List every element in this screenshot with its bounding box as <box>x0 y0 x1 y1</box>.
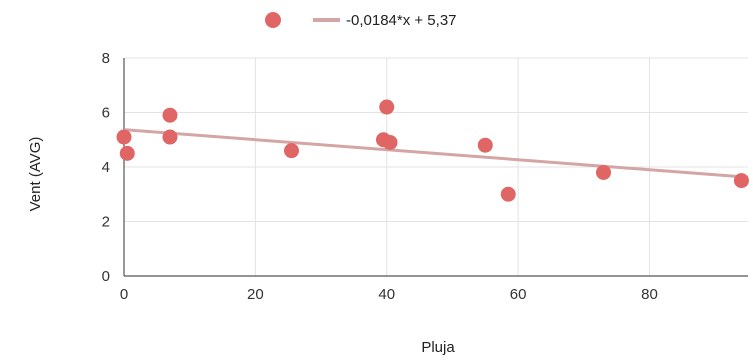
x-axis-title: Pluja <box>421 339 455 356</box>
data-point[interactable] <box>379 99 395 115</box>
trendline-layer <box>123 128 749 179</box>
x-tick-label: 0 <box>120 286 128 303</box>
grid-lines <box>124 57 748 276</box>
x-tick-label: 60 <box>510 286 527 303</box>
data-points <box>116 99 749 202</box>
data-point[interactable] <box>162 107 178 123</box>
data-point[interactable] <box>162 129 178 145</box>
data-point[interactable] <box>733 173 749 189</box>
y-axis-title: Vent (AVG) <box>27 137 44 212</box>
legend-series-marker <box>265 12 281 28</box>
y-tick-label: 0 <box>102 268 110 285</box>
data-point[interactable] <box>477 137 493 153</box>
y-tick-label: 8 <box>102 50 110 67</box>
x-tick-label: 80 <box>641 286 658 303</box>
y-tick-label: 6 <box>102 105 110 122</box>
axes <box>123 58 748 277</box>
data-point[interactable] <box>500 186 516 202</box>
data-point[interactable] <box>283 143 299 159</box>
data-point[interactable] <box>116 129 132 145</box>
data-point[interactable] <box>382 134 398 150</box>
data-point[interactable] <box>119 145 135 161</box>
x-tick-label: 20 <box>247 286 264 303</box>
trendline <box>123 128 749 179</box>
x-tick-label: 40 <box>378 286 395 303</box>
legend-trendline-label: -0,0184*x + 5,37 <box>346 12 457 29</box>
y-tick-label: 2 <box>102 214 110 231</box>
legend[interactable]: -0,0184*x + 5,37 <box>265 12 457 29</box>
y-tick-label: 4 <box>102 159 110 176</box>
data-point[interactable] <box>595 164 611 180</box>
